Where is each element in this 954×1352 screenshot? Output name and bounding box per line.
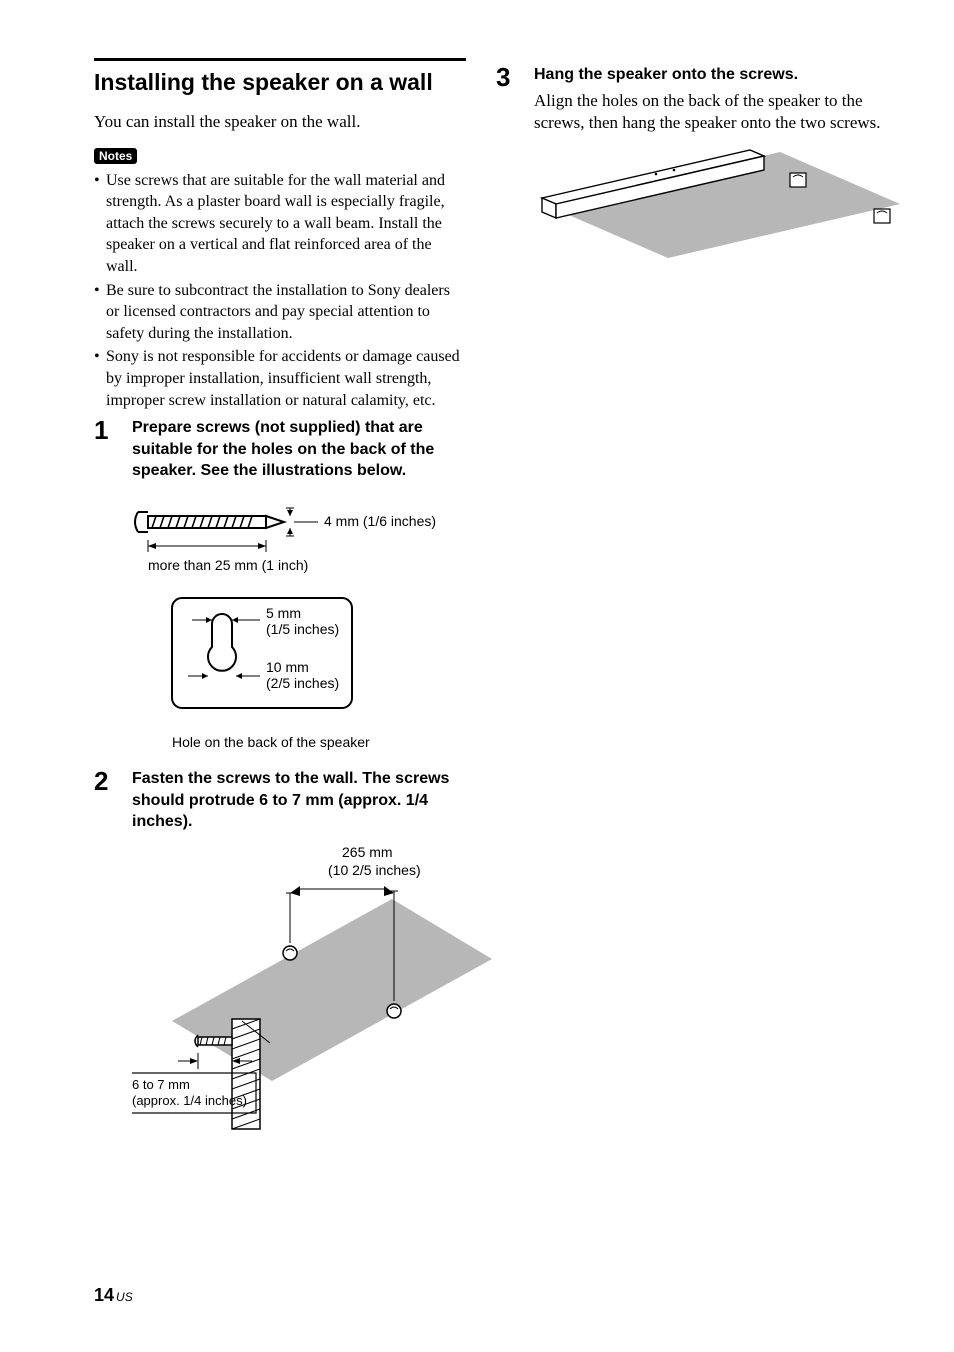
hole-small-b: (1/5 inches): [266, 621, 339, 637]
step-2: 2 Fasten the screws to the wall. The scr…: [94, 768, 466, 1143]
intro-text: You can install the speaker on the wall.: [94, 111, 466, 133]
protrude-b: (approx. 1/4 inches): [132, 1093, 247, 1108]
screw-thick-label: 4 mm (1/6 inches): [324, 513, 436, 529]
step-number: 2: [94, 768, 120, 1143]
hang-diagram: [534, 144, 904, 274]
step-number: 1: [94, 417, 120, 750]
step-title: Hang the speaker onto the screws.: [534, 64, 904, 86]
hole-big-a: 10 mm: [266, 659, 309, 675]
wall-diagram: 265 mm (10 2/5 inches): [132, 841, 492, 1131]
hole-big-b: (2/5 inches): [266, 675, 339, 691]
section-rule: [94, 58, 466, 61]
note-item: Be sure to subcontract the installation …: [94, 280, 466, 345]
step-title: Fasten the screws to the wall. The screw…: [132, 768, 492, 833]
dist-a: 265 mm: [342, 844, 393, 860]
step-3: 3 Hang the speaker onto the screws. Alig…: [496, 64, 868, 286]
screw-diagram: 4 mm (1/6 inches) more than 25 mm (1 inc…: [132, 490, 452, 580]
note-item: Sony is not responsible for accidents or…: [94, 346, 466, 411]
page-n: 14: [94, 1285, 114, 1305]
page-suffix: US: [116, 1290, 133, 1304]
right-column: 3 Hang the speaker onto the screws. Alig…: [496, 58, 868, 1143]
page-number: 14US: [94, 1285, 133, 1306]
screw-len-label: more than 25 mm (1 inch): [148, 557, 308, 573]
keyhole-diagram: 5 mm (1/5 inches) 10 mm (2/5 inches): [132, 592, 362, 722]
step-title: Prepare screws (not supplied) that are s…: [132, 417, 466, 482]
notes-list: Use screws that are suitable for the wal…: [94, 170, 466, 412]
notes-badge: Notes: [94, 148, 137, 164]
dist-b: (10 2/5 inches): [328, 862, 421, 878]
protrude-a: 6 to 7 mm: [132, 1077, 190, 1092]
step-text: Align the holes on the back of the speak…: [534, 90, 904, 134]
note-item: Use screws that are suitable for the wal…: [94, 170, 466, 278]
step-1: 1 Prepare screws (not supplied) that are…: [94, 417, 466, 750]
hole-small-a: 5 mm: [266, 605, 301, 621]
step-number: 3: [496, 64, 522, 286]
left-column: Installing the speaker on a wall You can…: [94, 58, 466, 1143]
section-title: Installing the speaker on a wall: [94, 69, 466, 97]
hole-caption: Hole on the back of the speaker: [172, 734, 466, 750]
